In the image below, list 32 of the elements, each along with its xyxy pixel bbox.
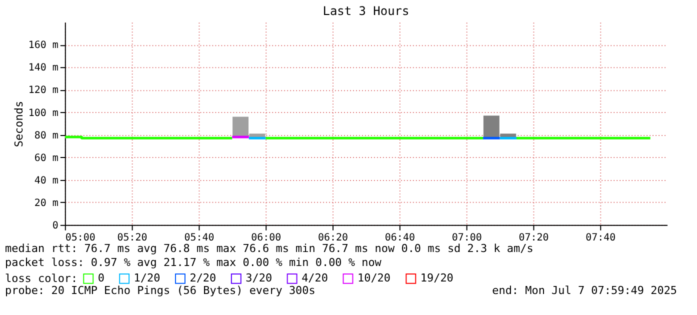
legend-label: 19/20 [420,272,454,285]
legend-label: 10/20 [357,272,391,285]
y-axis-title: Seconds [12,100,26,148]
y-tick-label: 20 m [34,198,58,209]
text: packet loss: 0.97 % avg 21.17 % max 0.00 % min 0.00 % now [4,256,382,269]
x-tick-label: 06:40 [384,232,415,244]
legend-label: 3/20 [246,272,272,285]
legend-label: 4/20 [302,272,328,285]
y-tick-label: 140 m [28,62,58,74]
text: median rtt: 76.7 ms avg 76.8 ms max 76.6 ms min 76.7 ms now 0.0 ms sd 2.3 k am/s [4,242,534,255]
x-tick-label: 05:20 [117,232,148,244]
y-tick-label: 120 m [28,85,58,96]
text: end: Mon Jul 7 07:59:49 2025 [492,284,678,297]
legend-title: loss color: [4,272,78,285]
x-tick-label: 05:40 [184,232,214,244]
legend-label: 2/20 [190,272,216,285]
x-tick-label: 07:00 [452,232,482,244]
y-tick-label: 160 m [28,40,58,52]
x-tick-label: 07:40 [586,232,616,244]
legend-label: 1/20 [134,272,160,285]
x-tick-label: 07:20 [518,232,549,244]
y-tick-label: 80 m [34,130,58,142]
y-tick-label: 100 m [28,108,58,119]
chart-title: Last 3 Hours [322,4,410,18]
x-tick-label: 05:00 [65,232,96,244]
x-tick-label: 06:00 [251,232,282,244]
text: probe: 20 ICMP Echo Pings (56 Bytes) every 300s [4,284,316,297]
x-tick-label: 06:20 [318,232,348,244]
legend-label: 0 [98,272,104,285]
y-tick-label: 0 [52,220,58,232]
y-tick-label: 60 m [34,152,58,164]
y-tick-label: 40 m [34,175,58,186]
